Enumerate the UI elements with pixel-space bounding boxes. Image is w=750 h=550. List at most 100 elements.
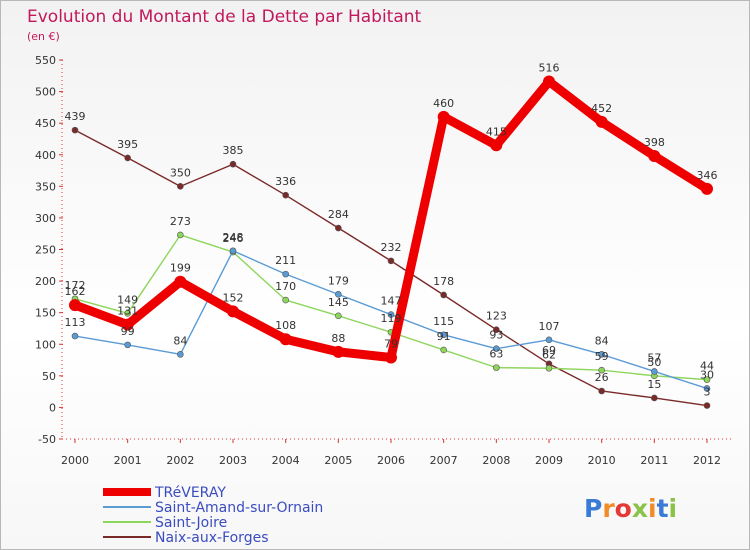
data-point bbox=[121, 318, 134, 331]
y-tick-label: 450 bbox=[35, 117, 56, 130]
data-point bbox=[71, 332, 79, 340]
logo-letter: r bbox=[602, 494, 615, 523]
data-point bbox=[229, 247, 237, 255]
data-label: 170 bbox=[275, 280, 296, 293]
data-point bbox=[545, 336, 553, 344]
x-tick-label: 2007 bbox=[430, 454, 458, 467]
series-saint-joire bbox=[71, 231, 711, 383]
data-label: 57 bbox=[647, 351, 661, 364]
data-label: 59 bbox=[595, 350, 609, 363]
data-label: 232 bbox=[381, 241, 402, 254]
x-tick-label: 2003 bbox=[219, 454, 247, 467]
data-label: 178 bbox=[433, 275, 454, 288]
data-label: 211 bbox=[275, 254, 296, 267]
series-tr-veray bbox=[69, 75, 713, 364]
data-point bbox=[440, 291, 447, 299]
y-tick-label: 500 bbox=[35, 86, 56, 99]
data-label: 50 bbox=[647, 356, 661, 369]
y-tick-label: 350 bbox=[35, 180, 56, 193]
legend-entry: Naix-aux-Forges bbox=[155, 530, 269, 546]
data-label: 172 bbox=[65, 279, 86, 292]
data-label: 273 bbox=[170, 215, 191, 228]
logo-letter: t bbox=[657, 494, 669, 523]
x-tick-label: 2004 bbox=[272, 454, 300, 467]
data-point bbox=[493, 364, 500, 371]
data-point bbox=[648, 150, 661, 163]
y-tick-label: 550 bbox=[35, 54, 56, 67]
legend-entry: Saint-Amand-sur-Ornain bbox=[155, 500, 323, 516]
data-point bbox=[490, 139, 503, 152]
x-tick-label: 2001 bbox=[114, 454, 142, 467]
data-point bbox=[493, 345, 500, 352]
data-label: 145 bbox=[328, 296, 349, 309]
data-label: 460 bbox=[433, 97, 454, 110]
data-label: 516 bbox=[539, 61, 560, 74]
data-point bbox=[332, 345, 345, 358]
legend: TRéVERAYSaint-Amand-sur-OrnainSaint-Joir… bbox=[103, 485, 323, 546]
data-label: 30 bbox=[700, 368, 714, 381]
data-label: 26 bbox=[595, 371, 609, 384]
data-point bbox=[493, 326, 500, 334]
data-point bbox=[124, 154, 131, 162]
y-tick-label: 50 bbox=[42, 370, 56, 383]
series-saint-amand-sur-ornain bbox=[71, 247, 711, 392]
data-label: 62 bbox=[542, 348, 556, 361]
data-point bbox=[595, 115, 608, 128]
proxiti-logo: Proxiti bbox=[584, 494, 677, 523]
data-point bbox=[177, 183, 184, 190]
data-point bbox=[598, 366, 605, 374]
x-tick-label: 2005 bbox=[324, 454, 352, 467]
data-point bbox=[387, 257, 395, 265]
legend-entry: Saint-Joire bbox=[155, 515, 227, 531]
data-label: 149 bbox=[117, 293, 138, 306]
series-naix-aux-forges bbox=[71, 126, 711, 409]
data-label: 115 bbox=[433, 315, 454, 328]
chart-subtitle: (en €) bbox=[27, 30, 60, 43]
data-point bbox=[387, 311, 395, 318]
data-label: 131 bbox=[117, 305, 138, 318]
data-point bbox=[227, 305, 239, 318]
data-point bbox=[282, 270, 289, 278]
data-label: 44 bbox=[700, 360, 714, 373]
y-tick-label: 200 bbox=[35, 275, 56, 288]
data-point bbox=[69, 299, 81, 312]
data-label: 398 bbox=[644, 136, 665, 149]
data-point bbox=[335, 312, 342, 320]
data-label: 350 bbox=[170, 166, 191, 179]
data-label: 179 bbox=[328, 274, 349, 287]
data-point bbox=[440, 331, 447, 339]
data-label: 123 bbox=[486, 310, 507, 323]
data-label: 84 bbox=[595, 334, 609, 347]
data-label: 415 bbox=[486, 125, 507, 138]
data-label: 63 bbox=[489, 348, 503, 361]
x-tick-label: 2000 bbox=[61, 454, 89, 467]
data-point bbox=[335, 224, 342, 232]
x-tick-label: 2012 bbox=[693, 454, 721, 467]
x-tick-label: 2002 bbox=[166, 454, 194, 467]
logo-letter: i bbox=[648, 494, 657, 523]
data-point bbox=[174, 275, 187, 288]
data-label: 284 bbox=[328, 208, 349, 221]
data-label: 108 bbox=[275, 319, 296, 332]
data-point bbox=[651, 394, 658, 402]
y-tick-label: 150 bbox=[35, 307, 56, 320]
y-tick-label: 300 bbox=[35, 212, 56, 225]
data-label: 246 bbox=[223, 232, 244, 245]
data-label: 79 bbox=[384, 338, 398, 351]
chart-title: Evolution du Montant de la Dette par Hab… bbox=[27, 7, 422, 27]
axes: -500501001502002503003504004505005502000… bbox=[35, 54, 733, 467]
data-label: 91 bbox=[437, 330, 451, 343]
data-point bbox=[703, 385, 711, 392]
data-label: 385 bbox=[223, 144, 244, 157]
data-point bbox=[124, 309, 131, 317]
data-point bbox=[545, 364, 553, 372]
x-tick-label: 2006 bbox=[377, 454, 405, 467]
data-point bbox=[124, 341, 131, 349]
data-point bbox=[177, 351, 184, 358]
data-point bbox=[229, 160, 237, 168]
data-point bbox=[440, 346, 447, 354]
data-label: 15 bbox=[647, 378, 661, 391]
logo-letter: i bbox=[669, 494, 678, 523]
